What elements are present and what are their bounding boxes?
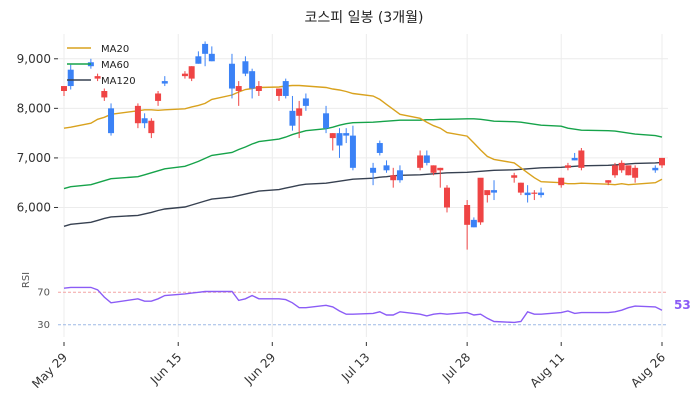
candle-body bbox=[611, 165, 618, 176]
candle-body bbox=[249, 71, 256, 89]
candle-body bbox=[625, 165, 632, 176]
candle-body bbox=[390, 175, 397, 181]
legend-label-ma60: MA60 bbox=[101, 60, 129, 71]
candle-body bbox=[323, 113, 330, 129]
candle-body bbox=[531, 192, 538, 194]
candle-body bbox=[511, 175, 518, 178]
moving-average-lines bbox=[63, 84, 663, 227]
ma60-line bbox=[63, 118, 663, 190]
candle-body bbox=[202, 43, 209, 54]
candle-body bbox=[141, 118, 148, 124]
rsi-tick-label: 30 bbox=[37, 320, 50, 331]
candle-body bbox=[430, 165, 437, 173]
candle-body bbox=[464, 205, 471, 225]
rsi-line bbox=[63, 286, 663, 324]
candle-body bbox=[417, 155, 424, 168]
date-tick-label: Aug 11 bbox=[527, 350, 567, 390]
candle-body bbox=[276, 88, 283, 96]
candle-body bbox=[618, 162, 625, 171]
candle-body bbox=[571, 157, 578, 161]
candle-body bbox=[61, 86, 67, 91]
price-tick-label: 9,000 bbox=[17, 52, 51, 66]
price-tick-label: 7,000 bbox=[17, 151, 51, 165]
candle-body bbox=[370, 167, 377, 173]
candle-body bbox=[659, 157, 665, 166]
candle-body bbox=[336, 133, 343, 146]
candlesticks bbox=[61, 41, 665, 250]
ma20-line bbox=[63, 84, 663, 186]
rsi-panel: 30 70 bbox=[37, 286, 668, 331]
candle-body bbox=[349, 135, 356, 168]
candle-body bbox=[161, 81, 168, 84]
candle-body bbox=[396, 170, 403, 181]
candle-body bbox=[524, 192, 531, 196]
candle-body bbox=[564, 165, 571, 168]
candle-body bbox=[282, 81, 289, 96]
date-tick-label: May 29 bbox=[29, 350, 70, 391]
candle-body bbox=[255, 86, 262, 91]
candle-body bbox=[181, 73, 188, 77]
rsi-last-value: 53 bbox=[674, 298, 691, 312]
candle-body bbox=[632, 167, 639, 178]
candle-body bbox=[148, 120, 155, 134]
candle-body bbox=[228, 63, 235, 89]
ma120-line bbox=[63, 161, 663, 227]
candle-body bbox=[242, 61, 249, 74]
candle-body bbox=[470, 219, 477, 228]
candle-body bbox=[484, 190, 491, 196]
candle-body bbox=[134, 105, 141, 124]
candle-body bbox=[605, 180, 612, 183]
grid bbox=[58, 34, 668, 337]
price-tick-label: 8,000 bbox=[17, 101, 51, 115]
price-axis: 6,000 7,000 8,000 9,000 bbox=[17, 52, 58, 214]
candle-body bbox=[94, 76, 101, 79]
candle-body bbox=[517, 182, 524, 193]
candle-body bbox=[101, 91, 108, 98]
date-tick-label: Jul 28 bbox=[439, 350, 473, 384]
candle-body bbox=[652, 167, 659, 171]
legend-label-ma20: MA20 bbox=[101, 44, 129, 55]
price-tick-label: 6,000 bbox=[17, 200, 51, 214]
rsi-tick-label: 70 bbox=[37, 287, 50, 298]
candle-body bbox=[558, 177, 565, 186]
candle-body bbox=[108, 108, 115, 134]
candle-body bbox=[437, 167, 444, 171]
date-tick-label: Jun 15 bbox=[147, 350, 184, 387]
candle-body bbox=[477, 177, 484, 223]
candle-body bbox=[376, 143, 383, 153]
legend-label-ma120: MA120 bbox=[101, 76, 136, 87]
candle-body bbox=[195, 56, 202, 64]
candle-body bbox=[329, 133, 336, 139]
date-axis: May 29 Jun 15 Jun 29 Jul 13 Jul 28 Aug 11 Aug … bbox=[29, 342, 668, 391]
date-tick-label: Jun 29 bbox=[241, 350, 278, 387]
rsi-axis-label: RSI bbox=[21, 272, 32, 288]
candle-body bbox=[208, 53, 215, 62]
candle-body bbox=[423, 155, 430, 163]
candle-body bbox=[67, 69, 74, 87]
candle-body bbox=[538, 192, 545, 196]
candle-body bbox=[383, 165, 390, 171]
candle-body bbox=[491, 190, 498, 193]
candle-body bbox=[443, 187, 450, 208]
legend: MA20 MA60 MA120 bbox=[67, 44, 136, 87]
candle-body bbox=[155, 93, 162, 101]
candle-body bbox=[578, 150, 585, 168]
candle-body bbox=[289, 110, 296, 126]
candle-body bbox=[188, 66, 195, 79]
candle-body bbox=[296, 108, 303, 116]
chart-title: 코스피 일봉 (3개월) bbox=[305, 10, 424, 26]
date-tick-label: Jul 13 bbox=[338, 350, 372, 384]
candle-body bbox=[235, 86, 242, 91]
date-tick-label: Aug 26 bbox=[628, 350, 668, 390]
candle-body bbox=[302, 98, 309, 106]
candle-body bbox=[343, 133, 350, 136]
